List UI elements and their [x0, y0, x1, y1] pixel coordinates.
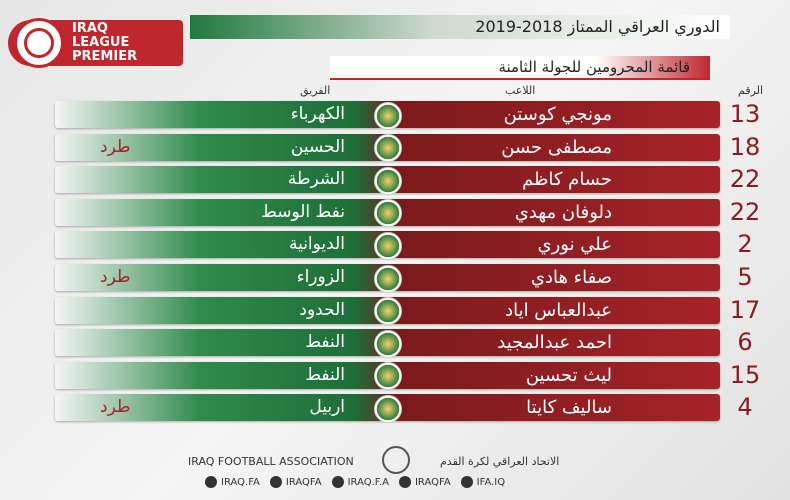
logo-line: IRAQ [72, 21, 108, 36]
player-number: 5 [737, 263, 753, 291]
social-item: IRAQ.F.A [331, 476, 389, 488]
player-number: 13 [729, 100, 761, 128]
logo-text: IRAQ LEAGUE PREMIER [72, 22, 137, 64]
social-list: IRAQ.FA IRAQFA IRAQ.F.A IRAQFA IFA.IQ [205, 476, 505, 488]
team-badge [374, 264, 402, 293]
subtitle: قائمة المحرومين للجولة الثامنة [498, 58, 690, 76]
social-icon [269, 476, 282, 488]
player-name: دلوفان مهدي [514, 201, 612, 223]
social-icon [331, 476, 344, 488]
footer-logo [382, 446, 410, 474]
player-name: علي نوري [537, 234, 612, 256]
team-badge [374, 329, 402, 358]
team-badge [374, 101, 402, 130]
team-name: الزوراء [296, 267, 345, 287]
team-name: النفط [305, 364, 345, 385]
player-number: 22 [729, 197, 761, 226]
team-name: نفط الوسط [261, 201, 345, 222]
social-item: IRAQFA [269, 476, 322, 488]
team-name: النفط [305, 332, 345, 353]
team-name: الحدود [299, 299, 345, 320]
team-badge [374, 297, 402, 326]
team-name: الحسين [290, 136, 345, 157]
player-name: احمد عبدالمجيد [497, 332, 612, 354]
column-header: الفريق [300, 84, 331, 97]
team-name: الكهرباء [290, 104, 345, 124]
social-handle: IRAQFA [414, 476, 451, 488]
team-badge [374, 199, 402, 228]
social-icon [398, 476, 411, 488]
team-badge [374, 166, 402, 195]
player-number: 4 [737, 393, 753, 422]
note: طرد [100, 397, 131, 418]
player-name: ساليف كايتا [526, 397, 612, 419]
player-number: 15 [729, 360, 761, 389]
team-badge [374, 394, 402, 423]
logo-line: LEAGUE [72, 35, 130, 50]
team-name: الشرطة [287, 169, 345, 190]
player-number: 17 [729, 295, 761, 324]
social-item: IRAQ.FA [205, 476, 260, 488]
player-name: ليث تحسين [525, 364, 612, 386]
team-badge [374, 231, 402, 260]
team-name: اربيل [309, 397, 345, 418]
player-number: 2 [737, 230, 753, 259]
player-number: 6 [737, 328, 753, 357]
player-name: حسام كاظم [522, 169, 612, 191]
team-badge [374, 134, 402, 163]
logo-line: PREMIER [72, 49, 138, 64]
subtitle-bar [330, 56, 710, 80]
social-handle: IFA.IQ [476, 476, 506, 488]
footer-arabic: الاتحاد العراقي لكرة القدم [440, 455, 560, 468]
footer-english: IRAQ FOOTBALL ASSOCIATION [188, 455, 354, 468]
social-handle: IRAQ.FA [221, 476, 260, 488]
player-number: 22 [729, 165, 761, 194]
social-item: IRAQFA [398, 476, 451, 488]
logo-emblem-inner [24, 28, 54, 58]
social-handle: IRAQ.F.A [347, 476, 389, 488]
social-item: IFA.IQ [460, 476, 506, 488]
player-name: مونجي كوستن [503, 104, 612, 125]
column-header: اللاعب [505, 84, 536, 97]
title: الدوري العراقي الممتاز 2018-2019 [475, 17, 720, 36]
note: طرد [100, 267, 131, 287]
note: طرد [100, 136, 131, 157]
team-name: الديوانية [288, 234, 345, 255]
social-icon [205, 476, 217, 488]
player-name: عبدالعباس اياد [505, 299, 612, 321]
player-name: صفاء هادي [530, 267, 612, 288]
title-bar [190, 15, 730, 39]
social-icon [460, 476, 473, 488]
player-name: مصطفى حسن [501, 136, 612, 158]
team-badge [374, 362, 402, 391]
column-header: الرقم [738, 84, 764, 97]
player-number: 18 [729, 132, 761, 161]
social-handle: IRAQFA [285, 476, 322, 488]
